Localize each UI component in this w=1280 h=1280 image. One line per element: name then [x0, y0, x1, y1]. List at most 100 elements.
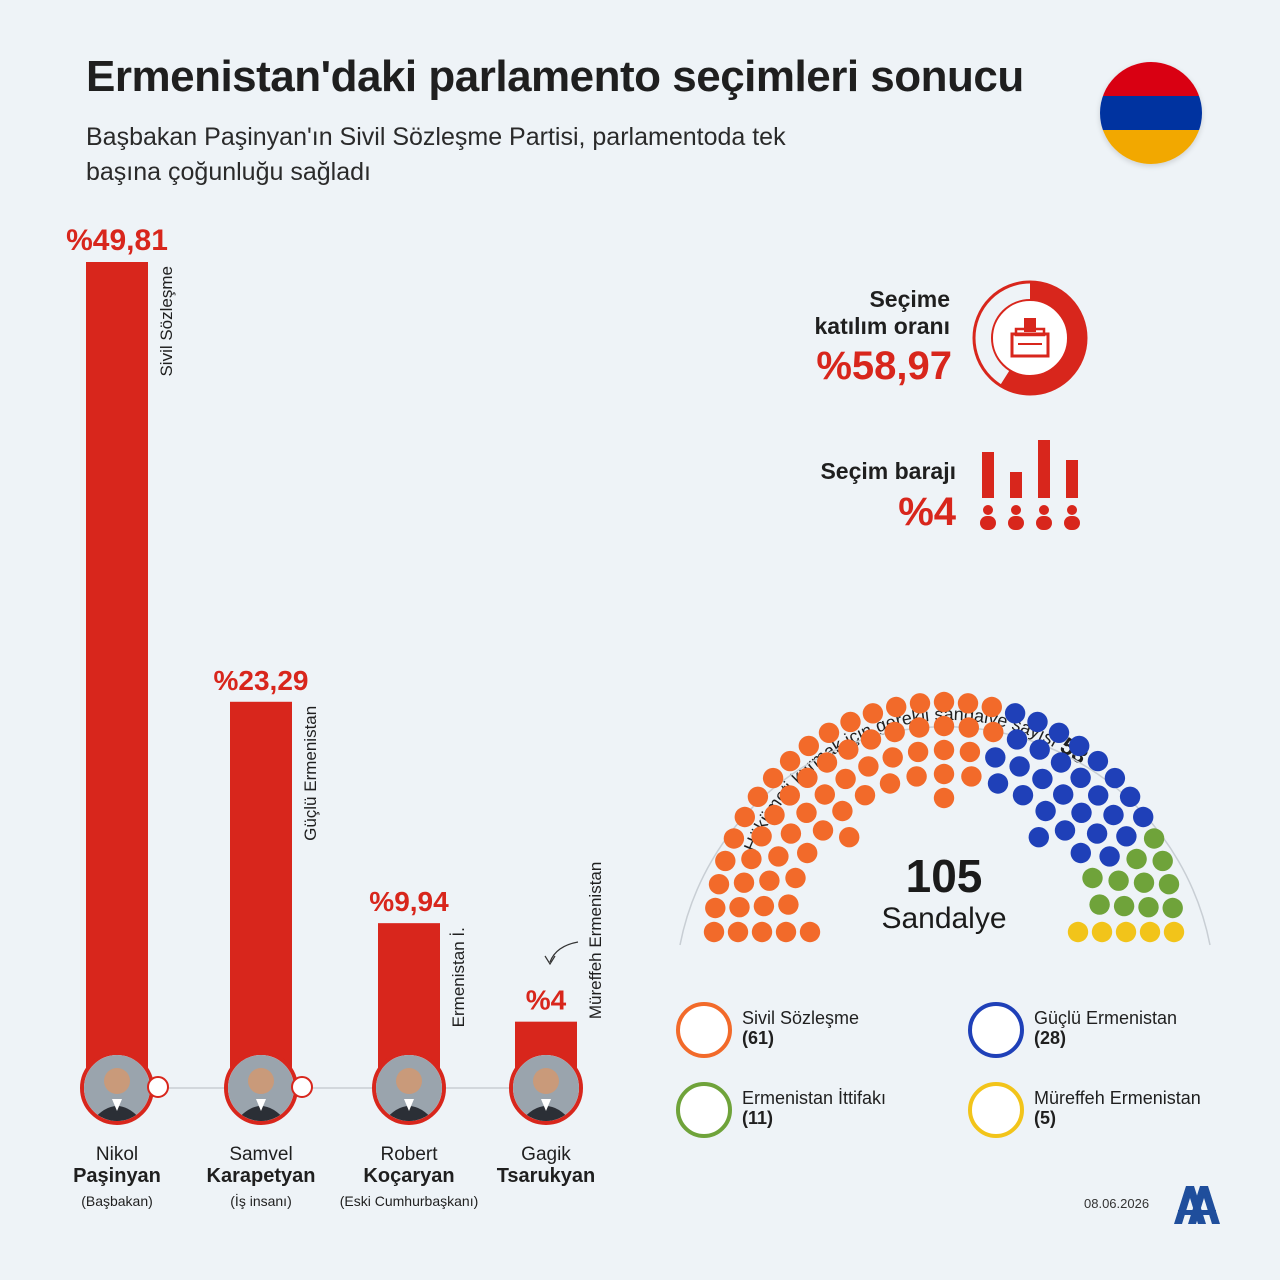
candidate-photo	[372, 1051, 446, 1125]
legend-seat-count: (28)	[1034, 1028, 1067, 1048]
legend-party-name: Müreffeh Ermenistan	[1034, 1088, 1201, 1108]
seat-dot	[703, 921, 725, 943]
seat-dot	[1012, 785, 1034, 806]
seat-dot	[933, 739, 955, 761]
seat-dot	[838, 739, 859, 760]
publish-date: 08.06.2026	[1084, 1196, 1150, 1211]
seat-dot	[933, 715, 955, 737]
seat-dot	[747, 786, 769, 807]
bar-value-label: %9,94	[369, 886, 449, 917]
bar-category-label: Güçlü Ermenistan	[301, 706, 320, 841]
candidate-first-name: Robert	[380, 1144, 438, 1165]
seat-dot	[909, 717, 930, 738]
turnout-value: %58,97	[816, 344, 952, 388]
seat-dot	[959, 741, 981, 763]
seat-dot	[751, 826, 772, 847]
seat-dot	[958, 717, 979, 738]
seat-dot	[1071, 802, 1092, 823]
seat-dot	[814, 784, 835, 805]
candidate-photo	[509, 1051, 583, 1125]
seat-dot	[1162, 897, 1183, 919]
seat-dot	[1029, 739, 1050, 760]
seat-dot	[1115, 921, 1137, 943]
seat-dot	[1035, 800, 1056, 822]
party-logo-icon	[147, 1076, 169, 1098]
seat-dot	[733, 872, 755, 893]
threshold-bars-icon	[980, 440, 1080, 530]
seat-dot	[879, 773, 901, 794]
seat-dot	[775, 921, 797, 943]
legend-seat-count: (61)	[742, 1028, 775, 1048]
seat-dot	[779, 750, 801, 772]
seat-dot	[1099, 846, 1120, 867]
party-logo-icon	[291, 1076, 313, 1098]
seat-dot	[708, 874, 730, 895]
seat-dot	[1089, 894, 1110, 915]
arrow-icon	[549, 941, 579, 963]
seat-dot	[797, 767, 818, 788]
candidate-last-name: Karapetyan	[206, 1165, 316, 1187]
parliament-seat-chart: Hükümeti kurmak için gerekli sandalye sa…	[679, 691, 1211, 946]
seat-dot	[983, 721, 1004, 743]
page-subtitle: Başbakan Paşinyan'ın Sivil Sözleşme Part…	[86, 123, 786, 186]
turnout-arc	[1000, 282, 1086, 394]
candidate-last-name: Tsarukyan	[496, 1165, 596, 1187]
seat-dot	[933, 787, 955, 809]
arrow-head-icon	[544, 955, 556, 966]
seat-dot	[796, 802, 817, 823]
seat-dot	[797, 842, 818, 864]
seat-dot	[1006, 729, 1028, 750]
seat-dot	[1091, 921, 1113, 943]
candidate-role: (Başbakan)	[81, 1193, 153, 1209]
seat-dot	[1069, 735, 1090, 757]
turnout-donut	[972, 280, 1088, 396]
seat-dot	[816, 752, 838, 773]
bar-category-label: Ermenistan İ.	[449, 927, 468, 1027]
seat-dot	[886, 696, 907, 718]
seat-dot	[1032, 768, 1053, 790]
seat-dot	[884, 721, 905, 743]
legend-party-name: Güçlü Ermenistan	[1034, 1008, 1178, 1028]
seat-dot	[882, 747, 903, 768]
seat-dot	[751, 921, 773, 943]
seat-dot	[1053, 784, 1074, 805]
seat-dot	[759, 870, 780, 891]
seat-dot	[1116, 826, 1137, 847]
seat-dot	[818, 722, 840, 743]
seat-dot	[723, 828, 745, 849]
seat-dot	[907, 741, 929, 763]
seat-dot	[1088, 785, 1109, 806]
party-logo-icon	[676, 1002, 732, 1058]
seat-dot	[1133, 872, 1155, 893]
legend-party-name: Ermenistan İttifakı	[742, 1088, 887, 1108]
seat-dot	[1086, 823, 1108, 844]
seat-dot	[1067, 921, 1089, 943]
seat-dot	[753, 895, 775, 917]
seat-dot	[862, 703, 884, 724]
legend-party-name: Sivil Sözleşme	[742, 1008, 860, 1028]
seat-dot	[1087, 750, 1109, 772]
seat-dot	[780, 823, 802, 844]
party-logo-icon	[968, 1082, 1024, 1138]
seat-dot	[1152, 850, 1173, 872]
candidate-role: (İş insanı)	[230, 1193, 292, 1209]
seat-dot	[1163, 921, 1185, 943]
seat-dot	[957, 693, 979, 714]
seat-dot	[705, 897, 726, 919]
seat-dot	[1070, 842, 1091, 864]
bar-value-label: %4	[526, 985, 567, 1016]
legend-seat-count: (5)	[1034, 1108, 1056, 1128]
seat-dot	[778, 894, 799, 915]
seat-dot	[1050, 752, 1072, 773]
candidate-first-name: Nikol	[95, 1144, 139, 1165]
seat-dot	[727, 921, 749, 943]
party-logo-icon	[968, 1002, 1024, 1058]
seat-dot	[985, 747, 1006, 768]
candidate-photo	[224, 1051, 298, 1125]
candidate-first-name: Gagik	[521, 1144, 571, 1165]
bar-1	[230, 701, 292, 1088]
seat-dot	[981, 696, 1002, 718]
seat-total: 105	[906, 850, 983, 902]
candidate-name: Robert Koçaryan (Eski Cumhurbaşkanı)	[329, 1144, 489, 1209]
